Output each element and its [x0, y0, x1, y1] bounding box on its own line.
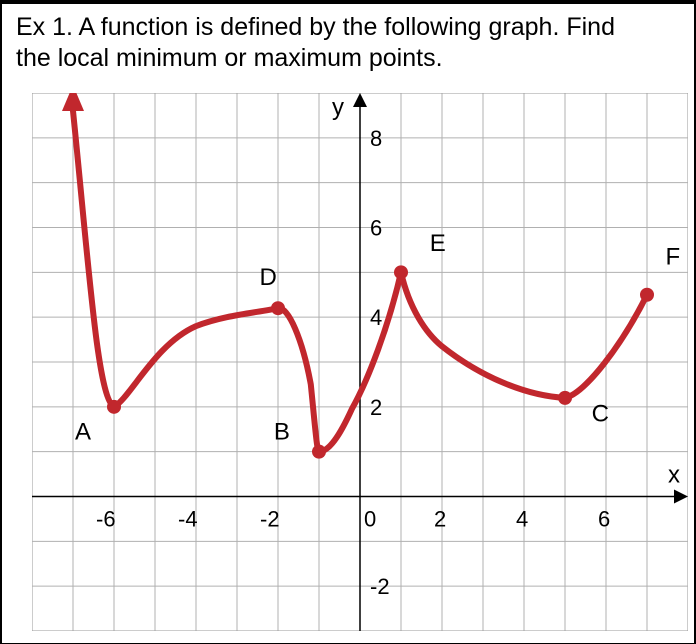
x-tick-label: 6	[598, 506, 610, 531]
x-axis-arrow-icon	[674, 489, 688, 503]
prompt-line-1: Ex 1. A function is defined by the follo…	[16, 13, 615, 41]
exercise-prompt: Ex 1. A function is defined by the follo…	[16, 12, 684, 75]
point-label-c: C	[592, 400, 609, 427]
page: Ex 1. A function is defined by the follo…	[0, 0, 696, 644]
curve-start-arrow-icon	[62, 93, 84, 111]
x-tick-label: 0	[364, 506, 376, 531]
x-tick-label: 2	[434, 506, 446, 531]
x-tick-label: 4	[516, 506, 528, 531]
function-graph: y x -6 -4 -2 0 2 4 6 -2 2 4 6 8 A B C D E F	[32, 93, 688, 631]
x-tick-label: -2	[260, 506, 280, 531]
point-label-f: F	[665, 243, 680, 270]
x-tick-label: -4	[178, 506, 198, 531]
y-tick-label: 4	[370, 305, 382, 330]
x-tick-label: -6	[96, 506, 116, 531]
point-b	[312, 444, 326, 458]
prompt-line-2: the local minimum or maximum points.	[16, 44, 443, 72]
chart-container: y x -6 -4 -2 0 2 4 6 -2 2 4 6 8 A B C D E F	[32, 93, 694, 631]
point-label-a: A	[75, 418, 91, 445]
y-tick-label: 8	[370, 125, 382, 150]
x-axis-label: x	[668, 461, 680, 488]
point-a	[107, 399, 121, 413]
point-d	[271, 301, 285, 315]
y-axis-label: y	[332, 94, 344, 121]
point-c	[558, 390, 572, 404]
point-e	[394, 265, 408, 279]
y-tick-label: 2	[370, 394, 382, 419]
point-label-e: E	[430, 230, 446, 257]
point-label-d: D	[260, 263, 277, 290]
y-axis-arrow-icon	[353, 93, 367, 107]
y-tick-label: 6	[370, 215, 382, 240]
point-label-b: B	[274, 418, 290, 445]
point-f	[640, 287, 654, 301]
y-tick-label: -2	[370, 574, 390, 599]
